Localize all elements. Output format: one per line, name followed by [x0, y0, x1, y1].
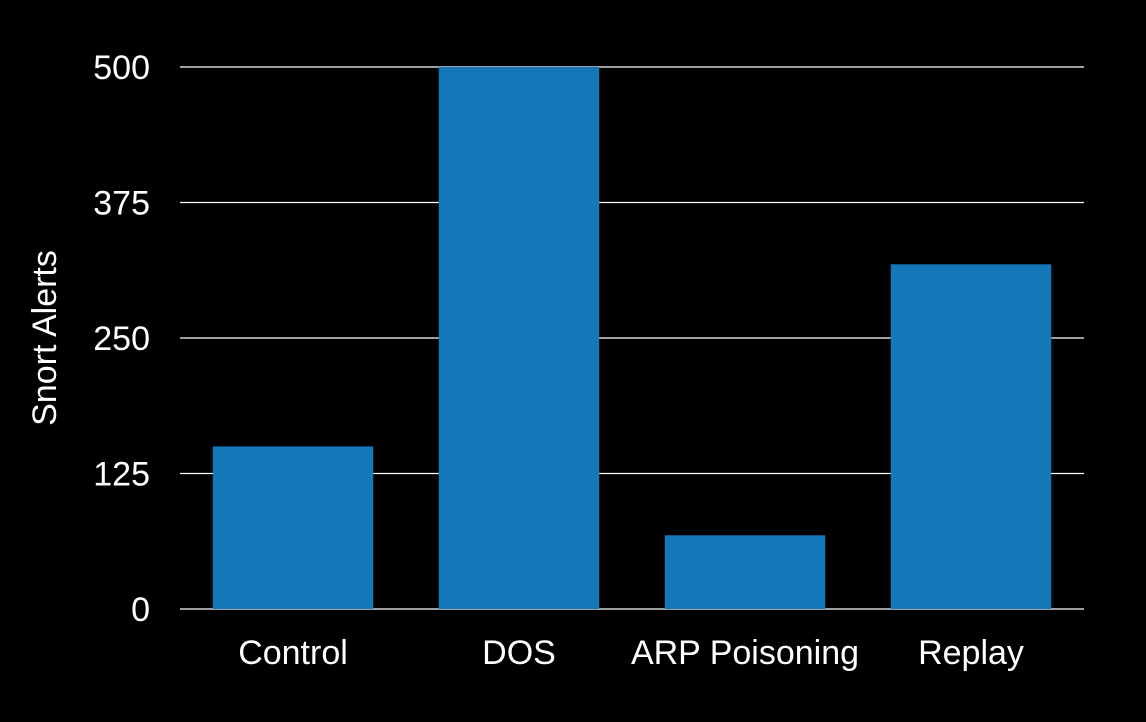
bar-arp-poisoning	[664, 535, 826, 609]
x-tick-label: Replay	[918, 634, 1024, 672]
bars	[212, 67, 1052, 609]
x-tick-label: ARP Poisoning	[631, 634, 859, 672]
y-tick-label: 500	[93, 49, 150, 87]
y-tick-label: 125	[93, 456, 150, 494]
y-tick-label: 0	[131, 591, 150, 629]
x-axis-ticks: Control DOS ARP Poisoning Replay	[238, 634, 1024, 672]
x-tick-label: DOS	[482, 634, 556, 672]
x-tick-label: Control	[238, 634, 348, 672]
y-tick-label: 375	[93, 185, 150, 223]
bar-replay	[890, 264, 1052, 609]
y-axis-title: Snort Alerts	[26, 250, 64, 426]
y-axis-ticks: 0 125 250 375 500	[93, 49, 150, 629]
bar-control	[212, 446, 374, 609]
y-tick-label: 250	[93, 320, 150, 358]
bar-dos	[438, 67, 600, 609]
